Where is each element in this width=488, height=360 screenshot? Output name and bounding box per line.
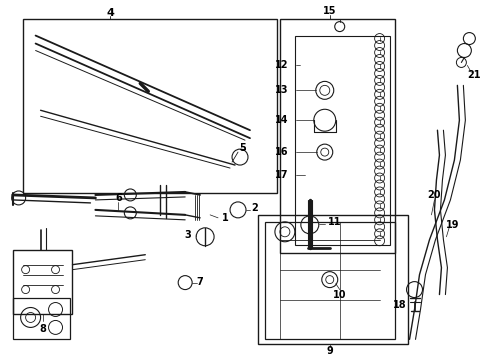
Bar: [258, 215, 407, 345]
Text: 12: 12: [275, 60, 288, 71]
Text: 2: 2: [251, 203, 258, 213]
Text: 18: 18: [392, 300, 406, 310]
Text: 3: 3: [184, 230, 191, 240]
Text: 19: 19: [445, 220, 458, 230]
Text: 6: 6: [115, 193, 122, 203]
Bar: [22, 19, 276, 193]
Text: 11: 11: [327, 217, 341, 227]
Text: 4: 4: [106, 8, 114, 18]
Text: 20: 20: [427, 190, 440, 200]
Bar: [279, 19, 394, 253]
Text: 17: 17: [275, 170, 288, 180]
Text: 21: 21: [467, 71, 480, 80]
Text: 10: 10: [332, 289, 346, 300]
Text: 8: 8: [39, 324, 46, 334]
Text: 7: 7: [196, 276, 203, 287]
Text: 5: 5: [239, 143, 246, 153]
Text: 1: 1: [221, 213, 228, 223]
Text: 16: 16: [275, 147, 288, 157]
Text: 15: 15: [323, 6, 336, 15]
Bar: [13, 298, 70, 339]
Bar: [264, 222, 394, 339]
Text: 9: 9: [325, 346, 332, 356]
Text: 14: 14: [275, 115, 288, 125]
Text: 13: 13: [275, 85, 288, 95]
Bar: [13, 250, 72, 315]
Bar: [294, 36, 389, 245]
